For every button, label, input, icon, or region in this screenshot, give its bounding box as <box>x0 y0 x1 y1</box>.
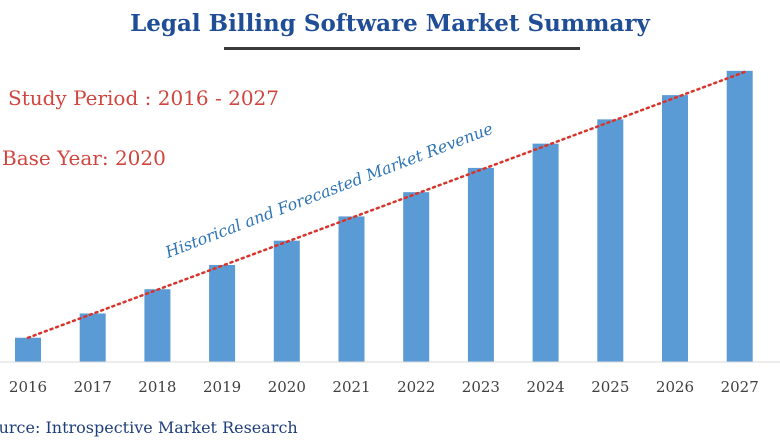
x-tick-label: 2019 <box>203 378 241 396</box>
x-tick-label: 2022 <box>397 378 435 396</box>
bars-group <box>15 70 753 363</box>
bar-2023 <box>467 167 494 362</box>
x-tick-label: 2020 <box>268 378 306 396</box>
trend-line <box>26 69 749 339</box>
x-tick-labels: 2016 2017 2018 2019 2020 2021 2022 2023 2024 2025… <box>9 378 759 396</box>
bar-2019 <box>209 264 236 362</box>
bar-2024 <box>532 143 559 362</box>
bar-2016 <box>15 337 41 362</box>
bar-2025 <box>597 119 624 363</box>
chart-annotation: Historical and Forecasted Market Revenue <box>162 119 496 262</box>
x-tick-label: 2016 <box>9 378 47 396</box>
x-tick-label: 2027 <box>721 378 759 396</box>
bar-2021 <box>338 216 365 362</box>
page-title: Legal Billing Software Market Summary <box>130 10 650 37</box>
base-year-label: Base Year: 2020 <box>2 146 166 170</box>
title-underline <box>224 47 580 50</box>
bar-2020 <box>273 240 300 362</box>
bar-2027 <box>726 70 753 362</box>
x-tick-label: 2023 <box>462 378 500 396</box>
x-tick-label: 2025 <box>591 378 629 396</box>
bar-2026 <box>662 95 688 363</box>
x-tick-label: 2026 <box>656 378 694 396</box>
x-tick-label: 2018 <box>138 378 176 396</box>
source-note: Source: Introspective Market Research <box>0 418 298 437</box>
bar-2022 <box>403 192 430 362</box>
x-tick-label: 2024 <box>527 378 565 396</box>
study-period-label: Study Period : 2016 - 2027 <box>8 86 279 110</box>
bar-2018 <box>144 289 171 362</box>
bar-2017 <box>79 313 106 362</box>
x-tick-label: 2021 <box>332 378 370 396</box>
x-tick-label: 2017 <box>74 378 112 396</box>
